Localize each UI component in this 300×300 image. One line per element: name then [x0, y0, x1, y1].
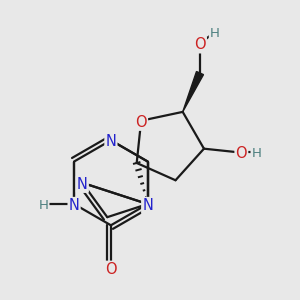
Text: N: N: [69, 198, 80, 213]
Text: N: N: [142, 198, 153, 213]
Text: O: O: [194, 37, 206, 52]
Text: O: O: [135, 115, 147, 130]
Text: H: H: [39, 199, 48, 212]
Text: H: H: [210, 27, 220, 40]
Text: H: H: [252, 148, 261, 160]
Text: O: O: [105, 262, 117, 277]
Text: O: O: [236, 146, 247, 161]
Text: N: N: [77, 177, 88, 192]
Text: N: N: [106, 134, 116, 149]
Polygon shape: [183, 71, 203, 112]
